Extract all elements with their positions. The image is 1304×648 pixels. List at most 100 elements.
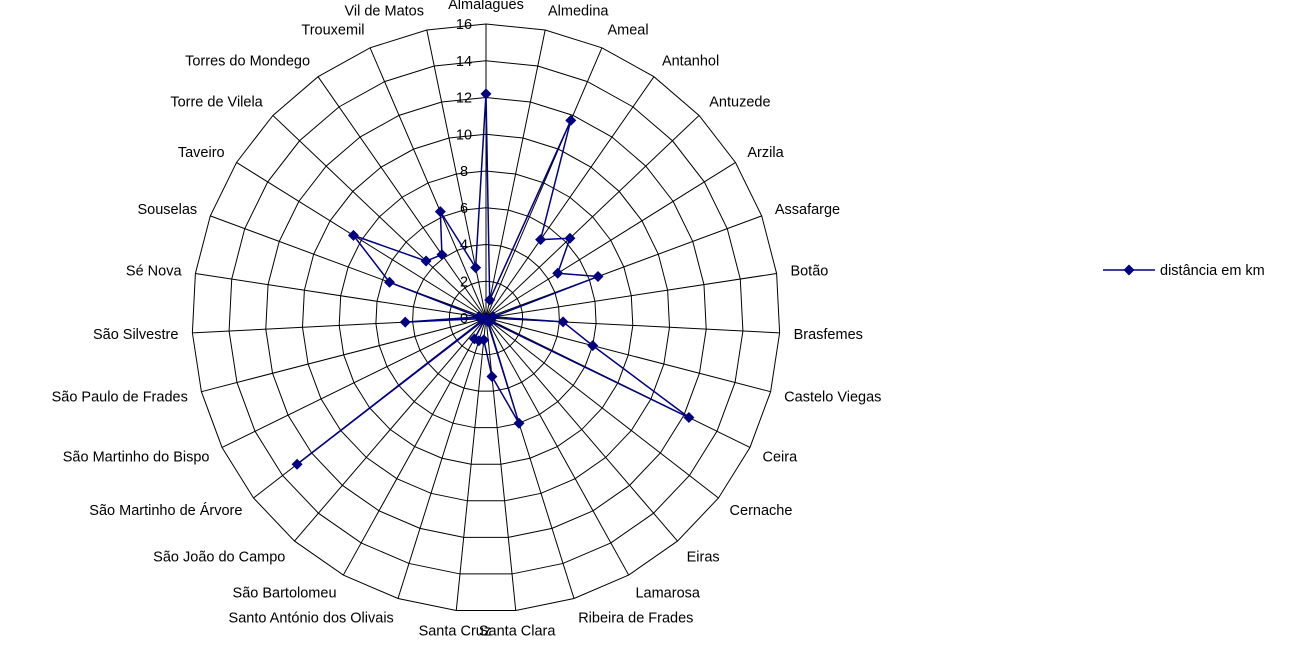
category-label: Almalaguês	[448, 0, 524, 13]
series-layer	[291, 88, 695, 470]
category-label: Souselas	[138, 202, 198, 218]
category-label: Ceira	[763, 449, 799, 465]
axis-spoke	[221, 317, 487, 448]
category-label: Assafarge	[775, 202, 840, 218]
category-label: Castelo Viegas	[784, 390, 881, 406]
axis-spoke	[485, 29, 546, 319]
data-point-marker	[484, 294, 496, 306]
axis-spoke	[201, 317, 487, 393]
category-label: São Paulo de Frades	[52, 390, 188, 406]
axis-spoke	[485, 317, 771, 393]
data-point-marker	[557, 316, 569, 328]
data-point-marker	[384, 276, 396, 288]
axis-spoke	[485, 272, 777, 319]
category-label: Taveiro	[178, 145, 225, 161]
data-point-marker	[468, 333, 480, 345]
grid-ring	[228, 60, 744, 575]
grid-ring	[191, 23, 781, 611]
grid-ring	[265, 96, 707, 538]
data-point-marker	[564, 232, 576, 244]
category-label: São João do Campo	[153, 549, 285, 565]
grid-ring	[448, 280, 524, 356]
data-point-marker	[486, 370, 498, 382]
axis-spoke	[485, 317, 678, 542]
data-point-marker	[473, 311, 485, 323]
category-label: Antanhol	[662, 53, 719, 69]
category-label: Brasfemes	[794, 327, 863, 343]
category-label: Eiras	[687, 549, 720, 565]
data-point-marker	[683, 412, 695, 424]
data-point-marker	[347, 229, 359, 241]
radial-tick-label: 10	[456, 127, 472, 143]
axis-spoke	[485, 215, 762, 319]
category-label: Almedina	[548, 3, 609, 19]
radial-tick-label: 14	[456, 54, 472, 70]
axis-spoke	[485, 47, 603, 319]
axis-spoke	[236, 162, 487, 319]
category-label: Santo António dos Olivais	[229, 611, 394, 627]
legend: distância em km	[1103, 263, 1265, 279]
axis-spoke	[485, 162, 736, 319]
axis-spoke	[195, 272, 487, 319]
radial-tick-label: 4	[460, 238, 468, 254]
category-label: Trouxemil	[301, 22, 364, 38]
axis-spoke	[485, 115, 700, 319]
grid-ring	[301, 133, 671, 502]
legend-marker	[1123, 264, 1135, 276]
category-label: São Martinho do Bispo	[63, 449, 210, 465]
category-label: Santa Cruz	[419, 623, 492, 639]
radial-tick-label: 6	[460, 201, 468, 217]
grid-ring	[412, 243, 560, 392]
category-label: Ribeira de Frades	[578, 611, 693, 627]
radar-grid	[191, 23, 781, 611]
axis-spoke	[485, 76, 655, 319]
grid-ring	[375, 207, 597, 429]
axis-spoke	[342, 317, 487, 576]
axis-spoke	[272, 115, 487, 319]
category-label: Torre de Vilela	[170, 95, 263, 111]
category-label: Vil de Matos	[344, 3, 424, 19]
category-label: São Silvestre	[93, 327, 178, 343]
category-label: Botão	[790, 263, 828, 279]
data-point-marker	[552, 267, 564, 279]
data-point-marker	[535, 234, 547, 246]
category-label: Lamarosa	[635, 586, 700, 602]
grid-ring	[338, 170, 634, 465]
axis-spoke	[294, 317, 487, 542]
axis-spoke	[369, 47, 487, 319]
radial-tick-label: 2	[460, 274, 468, 290]
radial-tick-label: 16	[456, 17, 472, 33]
data-point-marker	[587, 340, 599, 352]
legend-label: distância em km	[1160, 263, 1265, 279]
category-label: Ameal	[607, 22, 648, 38]
axis-spoke	[485, 317, 630, 576]
data-point-marker	[513, 417, 525, 429]
data-point-marker	[565, 114, 577, 126]
category-label: Arzila	[747, 145, 784, 161]
category-label: Torres do Mondego	[185, 53, 310, 69]
data-point-marker	[399, 316, 411, 328]
radial-tick-label: 8	[460, 164, 468, 180]
category-label: Antuzede	[709, 95, 770, 111]
data-point-marker	[470, 262, 482, 274]
category-label: Sé Nova	[126, 263, 183, 279]
axis-spoke	[485, 317, 517, 611]
data-point-marker	[592, 271, 604, 283]
axis-spoke	[485, 317, 719, 499]
category-label: São Bartolomeu	[233, 586, 337, 602]
data-point-marker	[291, 458, 303, 470]
data-point-marker	[434, 206, 446, 218]
axis-spoke	[317, 76, 487, 319]
category-label: Santa Clara	[479, 623, 557, 639]
data-point-marker	[480, 88, 492, 100]
category-labels: Almalaguês Almedina Ameal Antanhol Antuzede A…	[52, 0, 882, 639]
category-label: Cernache	[730, 503, 793, 519]
axis-spoke	[397, 317, 487, 599]
axis-spoke	[455, 317, 487, 611]
axis-spoke	[210, 215, 487, 319]
data-point-marker	[420, 255, 432, 267]
category-label: São Martinho de Árvore	[89, 502, 242, 519]
radial-tick-label: 12	[456, 91, 472, 107]
